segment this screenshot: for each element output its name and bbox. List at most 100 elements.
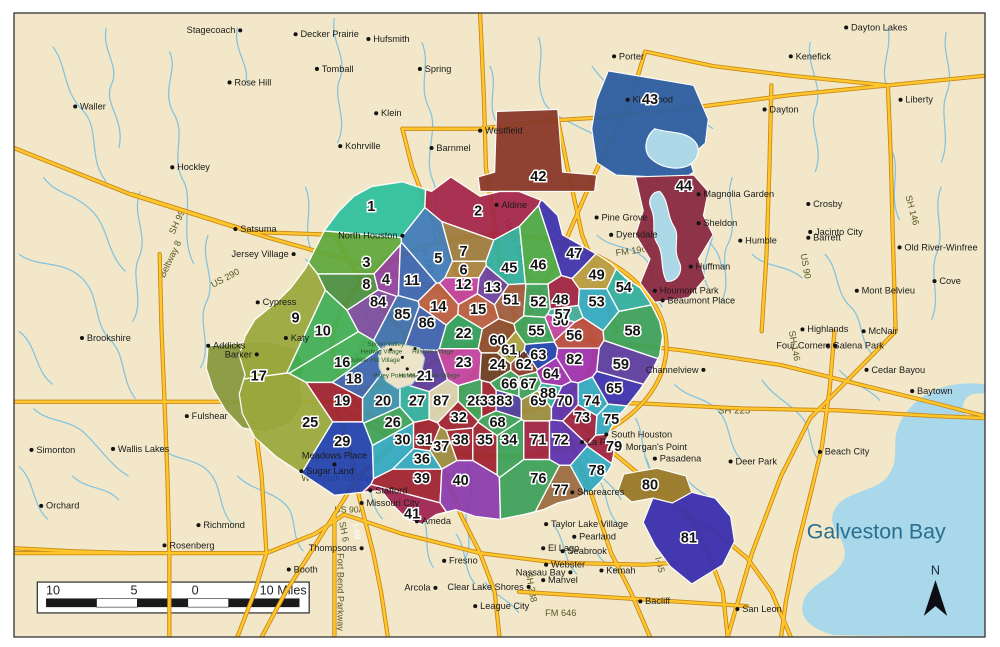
- svg-text:74: 74: [584, 394, 600, 410]
- svg-text:Hilshire Village: Hilshire Village: [412, 348, 454, 355]
- svg-text:Waller: Waller: [80, 101, 106, 111]
- svg-text:57: 57: [555, 307, 571, 323]
- svg-text:34: 34: [501, 432, 517, 448]
- svg-text:Jacinto City: Jacinto City: [815, 227, 863, 237]
- svg-text:5: 5: [434, 251, 442, 267]
- svg-text:Bunker Hill Village: Bunker Hill Village: [349, 357, 401, 364]
- svg-text:24: 24: [489, 357, 505, 373]
- svg-text:55: 55: [528, 323, 544, 339]
- svg-text:Stagecoach: Stagecoach: [187, 25, 236, 35]
- svg-text:54: 54: [616, 280, 632, 296]
- svg-text:1: 1: [367, 199, 375, 215]
- svg-text:7: 7: [460, 244, 468, 260]
- svg-text:Spring Valley: Spring Valley: [367, 341, 405, 348]
- svg-text:Rosenberg: Rosenberg: [169, 540, 214, 550]
- svg-text:42: 42: [530, 169, 546, 185]
- svg-text:Pine Grove: Pine Grove: [601, 212, 647, 222]
- svg-text:33: 33: [480, 394, 496, 410]
- svg-text:Old River-Winfree: Old River-Winfree: [904, 242, 977, 252]
- svg-text:76: 76: [530, 471, 546, 487]
- svg-text:4: 4: [382, 272, 390, 288]
- svg-text:68: 68: [489, 415, 505, 431]
- svg-text:Porter: Porter: [619, 51, 644, 61]
- svg-text:64: 64: [543, 367, 559, 383]
- svg-text:Dyersdale: Dyersdale: [616, 230, 658, 240]
- svg-text:12: 12: [455, 277, 471, 293]
- svg-text:35: 35: [477, 432, 493, 448]
- svg-text:39: 39: [414, 471, 430, 487]
- svg-text:Decker Prairie: Decker Prairie: [300, 29, 358, 39]
- svg-text:Hedwig Village: Hedwig Village: [361, 348, 403, 355]
- svg-text:23: 23: [455, 355, 471, 371]
- svg-text:52: 52: [530, 294, 546, 310]
- svg-text:66: 66: [501, 376, 517, 392]
- svg-text:Highlands: Highlands: [807, 324, 848, 334]
- svg-text:Hufsmith: Hufsmith: [373, 34, 409, 44]
- svg-text:41: 41: [404, 507, 420, 523]
- svg-text:88: 88: [540, 386, 556, 402]
- svg-text:Bacliff: Bacliff: [645, 596, 670, 606]
- svg-text:31: 31: [417, 432, 433, 448]
- svg-text:2: 2: [474, 204, 482, 220]
- svg-text:16: 16: [334, 355, 350, 371]
- svg-text:45: 45: [501, 261, 517, 277]
- svg-text:15: 15: [470, 302, 486, 318]
- svg-text:26: 26: [385, 415, 401, 431]
- svg-text:McNair: McNair: [868, 326, 897, 336]
- svg-text:Cove: Cove: [939, 276, 961, 286]
- svg-text:14: 14: [430, 299, 446, 315]
- svg-text:Crosby: Crosby: [813, 199, 843, 209]
- svg-text:Morgan's Point: Morgan's Point: [626, 442, 688, 452]
- svg-text:65: 65: [606, 381, 622, 397]
- svg-text:Humble: Humble: [745, 236, 777, 246]
- svg-text:Dayton Lakes: Dayton Lakes: [851, 22, 908, 32]
- svg-text:Beach City: Beach City: [825, 447, 870, 457]
- svg-text:38: 38: [453, 432, 469, 448]
- svg-text:Huffman: Huffman: [696, 262, 731, 272]
- svg-text:51: 51: [503, 292, 519, 308]
- svg-text:Galveston Bay: Galveston Bay: [807, 520, 946, 544]
- svg-text:82: 82: [566, 352, 582, 368]
- svg-text:59: 59: [613, 357, 629, 373]
- svg-text:67: 67: [521, 376, 537, 392]
- svg-text:25: 25: [302, 415, 318, 431]
- svg-text:56: 56: [566, 328, 582, 344]
- svg-text:Barnmel: Barnmel: [436, 143, 470, 153]
- svg-text:Klein: Klein: [381, 108, 402, 118]
- svg-text:Kemah: Kemah: [606, 565, 635, 575]
- svg-text:Kenefick: Kenefick: [796, 51, 832, 61]
- svg-text:84: 84: [370, 294, 386, 310]
- svg-text:Sugar Land: Sugar Land: [306, 466, 354, 476]
- svg-text:Ameda: Ameda: [422, 516, 452, 526]
- svg-text:Brookshire: Brookshire: [87, 333, 131, 343]
- svg-text:Magnolia Garden: Magnolia Garden: [703, 189, 774, 199]
- svg-text:19: 19: [334, 394, 350, 410]
- svg-text:17: 17: [251, 369, 267, 385]
- svg-text:37: 37: [433, 439, 449, 455]
- svg-text:75: 75: [603, 412, 619, 428]
- svg-text:North Houston: North Houston: [338, 231, 397, 241]
- svg-text:Satsuma: Satsuma: [240, 224, 277, 234]
- svg-text:32: 32: [451, 410, 467, 426]
- svg-text:86: 86: [419, 316, 435, 332]
- svg-text:Tomball: Tomball: [322, 64, 354, 74]
- svg-text:Addicks: Addicks: [213, 341, 246, 351]
- svg-text:80: 80: [642, 478, 658, 494]
- svg-text:10: 10: [315, 323, 331, 339]
- svg-text:36: 36: [414, 452, 430, 468]
- svg-text:20: 20: [375, 394, 391, 410]
- svg-text:78: 78: [589, 463, 605, 479]
- svg-text:Westfield: Westfield: [485, 126, 523, 136]
- svg-text:Aldine: Aldine: [501, 200, 527, 210]
- svg-text:Mont Belvieu: Mont Belvieu: [862, 286, 915, 296]
- svg-text:8: 8: [362, 277, 370, 293]
- svg-text:83: 83: [496, 394, 512, 410]
- svg-text:29: 29: [334, 434, 350, 450]
- svg-text:Beaumont Place: Beaumont Place: [667, 295, 735, 305]
- svg-text:Spring: Spring: [425, 64, 452, 74]
- svg-text:Clear Lake Shores: Clear Lake Shores: [447, 582, 524, 592]
- svg-text:Baytown: Baytown: [917, 386, 952, 396]
- svg-text:85: 85: [394, 307, 410, 323]
- svg-text:N: N: [931, 563, 940, 577]
- svg-text:Webster: Webster: [551, 560, 585, 570]
